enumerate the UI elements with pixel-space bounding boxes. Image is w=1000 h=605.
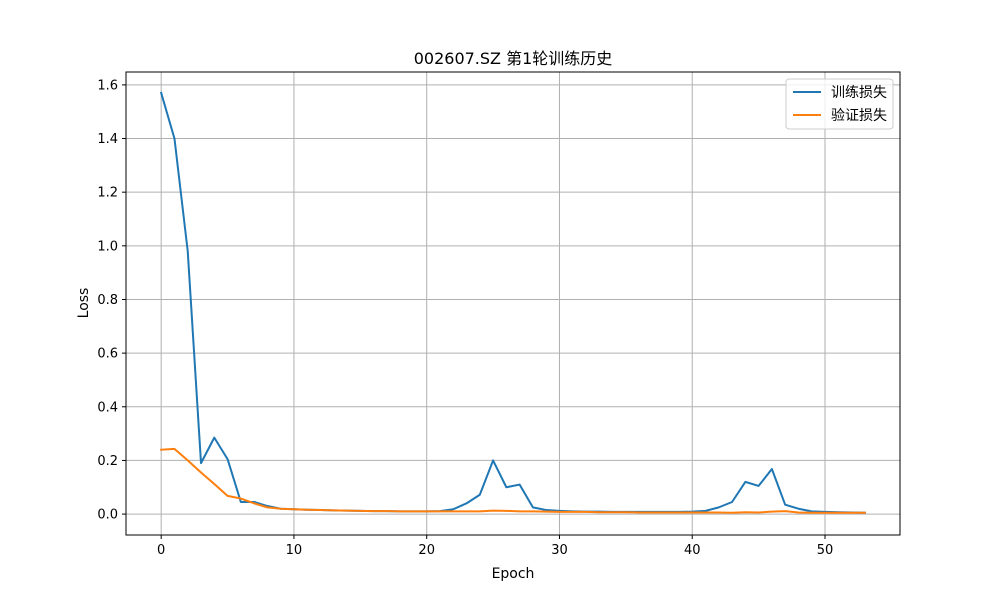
series-group <box>159 91 866 514</box>
legend-label-train: 训练损失 <box>831 85 887 101</box>
x-tick-label: 0 <box>157 543 165 558</box>
chart-title: 002607.SZ 第1轮训练历史 <box>414 49 613 68</box>
x-axis-label: Epoch <box>492 566 535 582</box>
plot-background <box>126 72 900 535</box>
x-tick-label: 20 <box>418 543 435 558</box>
x-tick-label: 10 <box>286 543 303 558</box>
y-tick-label: 0.4 <box>97 400 118 415</box>
val-loss-line <box>160 447 866 514</box>
y-tick-label: 0.0 <box>97 508 118 523</box>
y-tick-label: 1.0 <box>97 239 118 254</box>
y-tick-label: 0.2 <box>97 454 118 469</box>
y-tick-label: 0.6 <box>97 347 118 362</box>
legend: 训练损失 验证损失 <box>785 78 894 130</box>
y-tick-label: 1.2 <box>97 186 118 201</box>
y-tick-label: 1.4 <box>97 132 118 147</box>
y-tick-label: 0.8 <box>97 293 118 308</box>
legend-label-val: 验证损失 <box>831 108 887 124</box>
x-tick-label: 50 <box>817 543 834 558</box>
x-tick-label: 40 <box>684 543 701 558</box>
y-tick-label: 1.6 <box>97 78 118 93</box>
plot-frame <box>125 71 901 536</box>
y-axis-label: Loss <box>76 288 92 319</box>
x-tick-label: 30 <box>551 543 568 558</box>
ticks-group: 0 10 20 30 40 50 0.0 0.2 0.4 0.6 0.8 1.0 1.2 1.4 1.6 <box>97 78 833 558</box>
grid <box>126 72 900 535</box>
